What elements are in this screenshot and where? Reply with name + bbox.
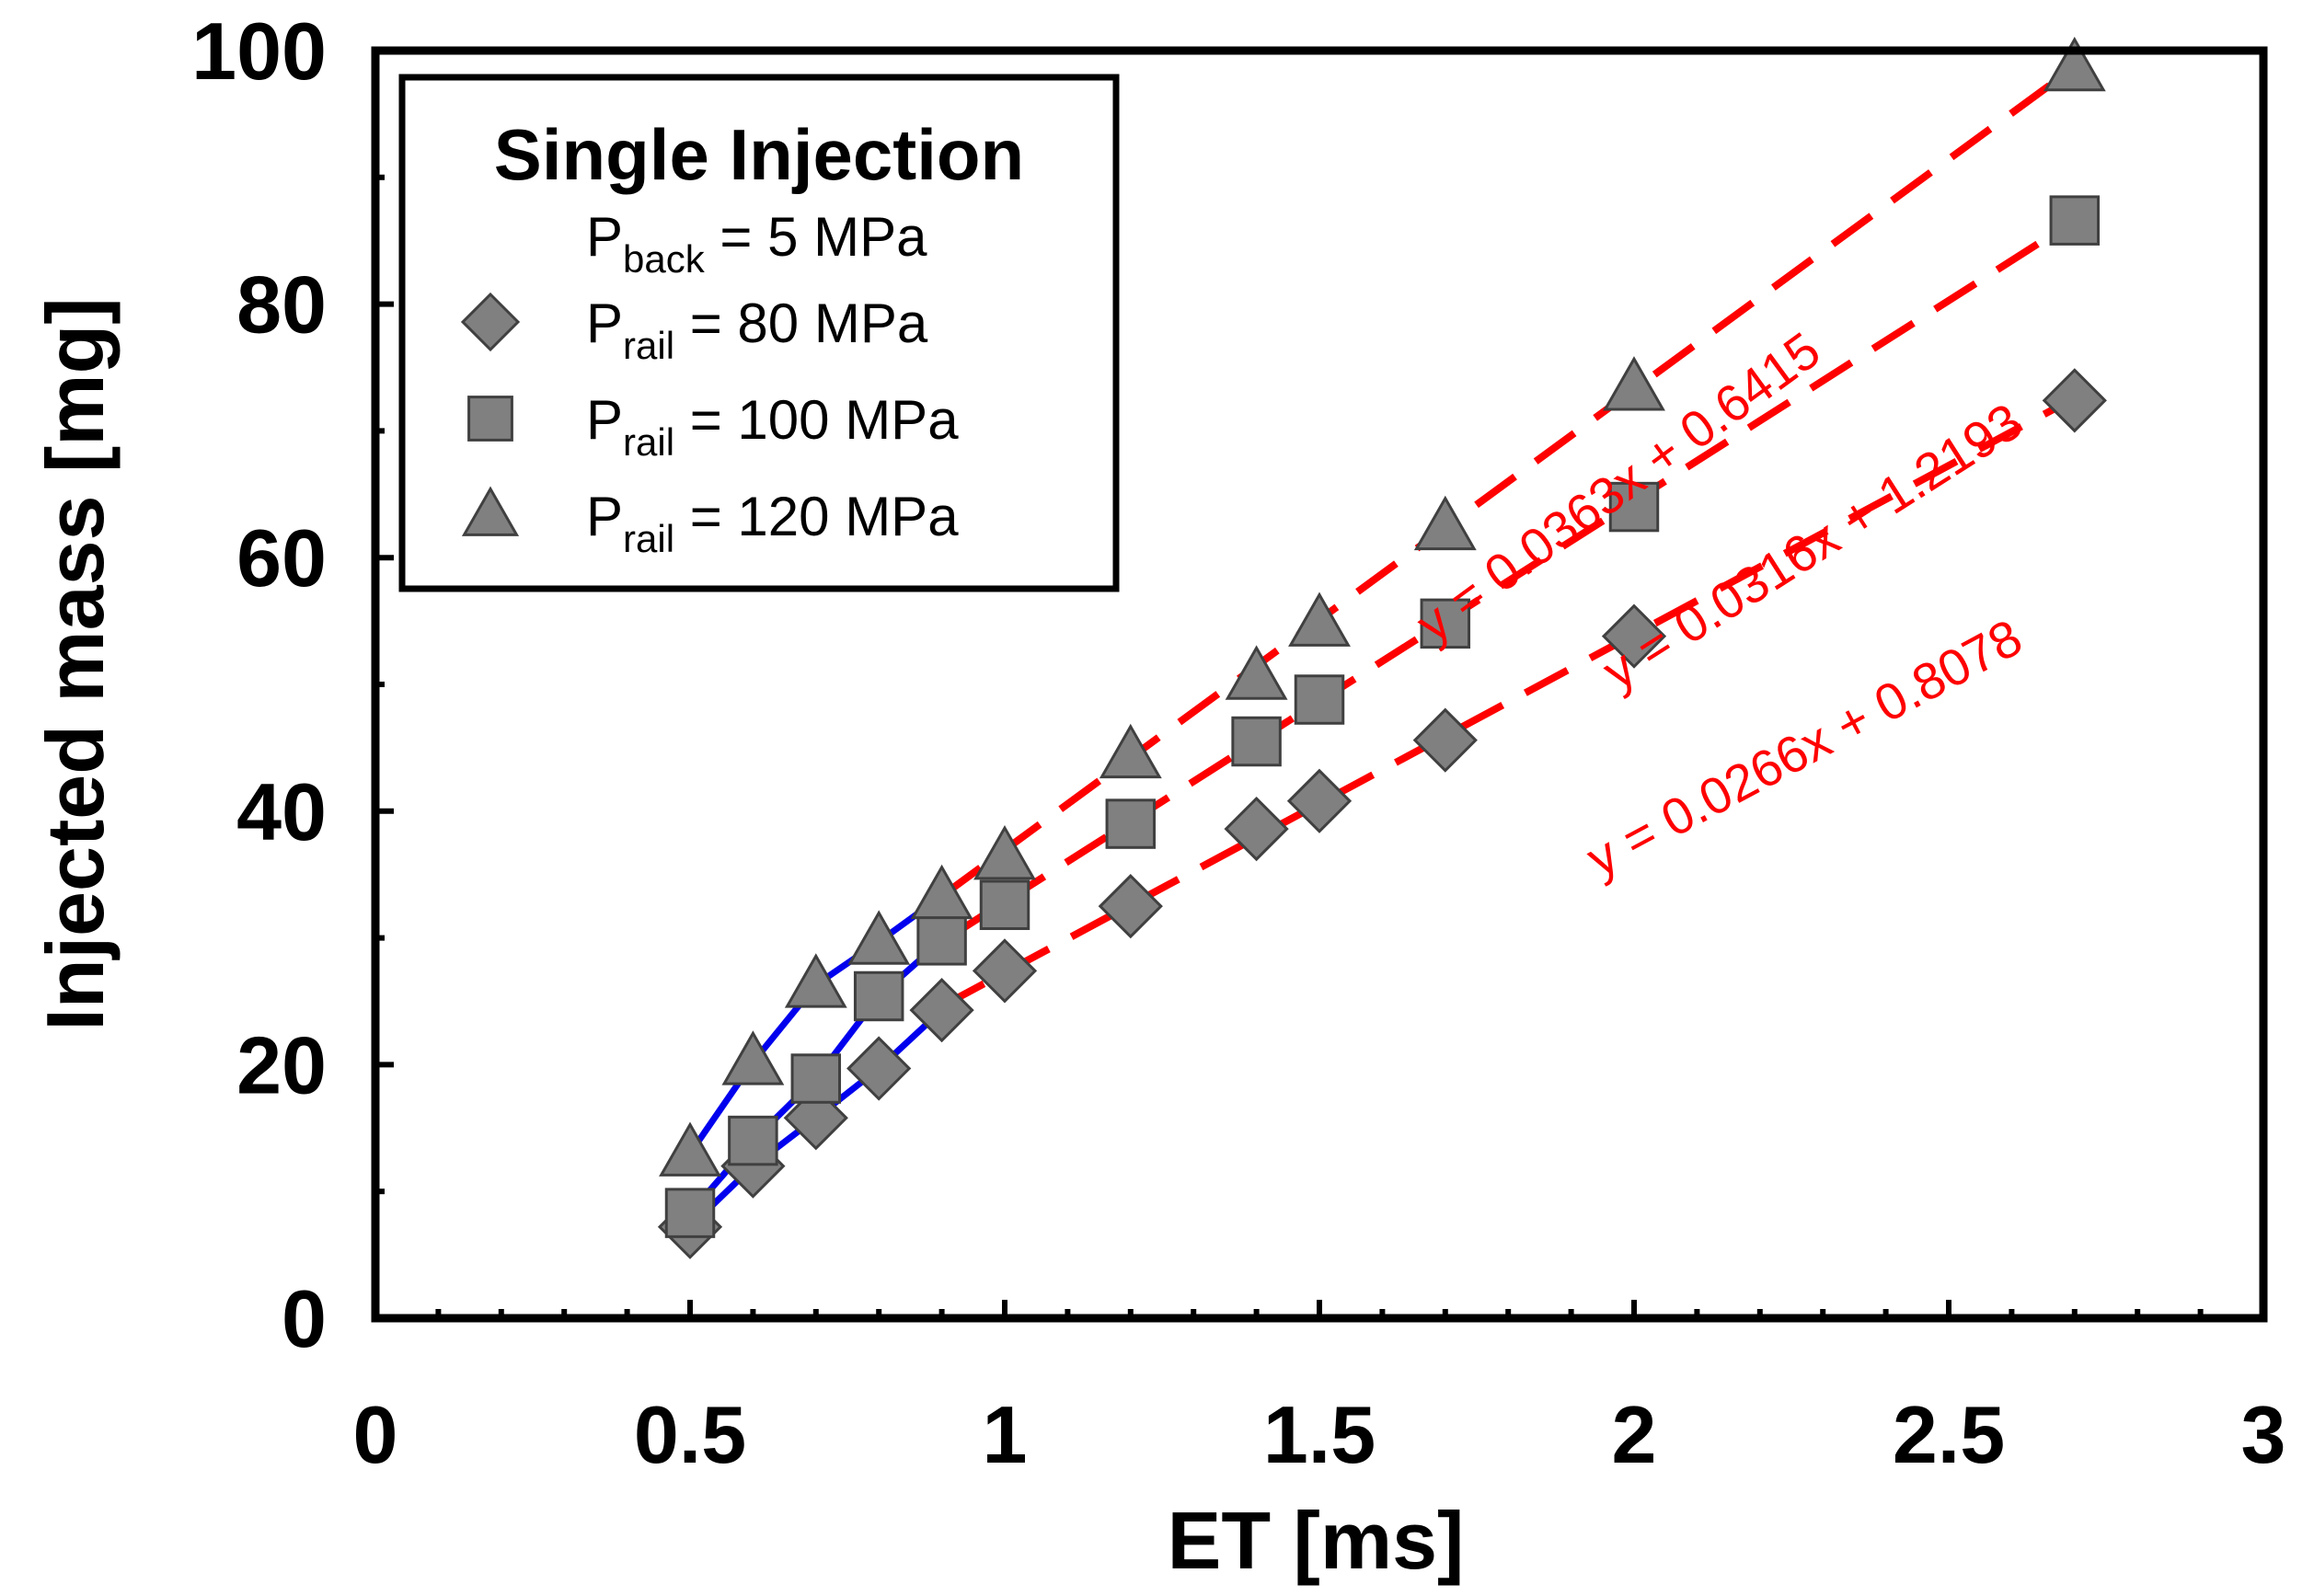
x-tick-label: 0.5	[634, 1389, 746, 1480]
plot-frame	[371, 46, 2268, 1323]
square-marker	[1420, 598, 1471, 649]
y-tick-labels: 0 20 40 60 80 100	[191, 6, 327, 1364]
triangle-marker	[2043, 36, 2106, 92]
legend-condition: Pback = 5 MPa	[586, 206, 927, 281]
square-marker	[790, 1053, 842, 1104]
diamond-marker	[1098, 874, 1163, 939]
x-axis-title: ET [ms]	[1168, 1495, 1465, 1586]
x-tick-label: 3	[2241, 1389, 2286, 1480]
y-tick-label: 80	[236, 259, 327, 350]
x-tick-label: 1.5	[1263, 1389, 1376, 1480]
fit-line	[939, 395, 2077, 1010]
diamond-marker	[846, 1036, 912, 1101]
diamond-marker	[1601, 603, 1667, 669]
triangle-marker	[1225, 645, 1288, 700]
triangle-marker	[1288, 591, 1351, 647]
data-markers	[657, 36, 2107, 1259]
square-marker	[1608, 481, 1660, 533]
square-marker	[728, 1115, 778, 1166]
y-tick-label: 60	[236, 512, 327, 603]
triangle-marker	[910, 864, 973, 920]
triangle-marker	[1603, 356, 1665, 411]
square-marker	[467, 396, 513, 442]
y-tick-label: 40	[236, 766, 327, 857]
x-tick-label: 2	[1612, 1389, 1657, 1480]
triangle-marker	[659, 1121, 721, 1177]
x-tick-label: 2.5	[1893, 1389, 2005, 1480]
square-marker	[664, 1188, 716, 1238]
legend-entry-label: Prail = 120 MPa	[586, 486, 959, 560]
legend: Single Injection Pback = 5 MPa Prail = 8…	[398, 74, 1120, 592]
triangle-marker	[1413, 495, 1477, 551]
square-marker	[853, 970, 904, 1022]
square-marker	[1105, 798, 1157, 849]
diamond-marker	[1224, 796, 1289, 862]
legend-title: Single Injection	[494, 114, 1024, 195]
diamond-marker	[1412, 707, 1478, 773]
diamond-marker	[909, 978, 974, 1043]
legend-entry-label: Prail = 100 MPa	[586, 389, 959, 464]
x-tick-label: 1	[983, 1389, 1028, 1480]
triangle-marker	[847, 910, 911, 965]
triangle-marker	[1099, 723, 1162, 779]
diamond-marker	[2042, 368, 2107, 433]
legend-entry-label: Prail = 80 MPa	[586, 293, 928, 367]
diamond-marker	[1286, 768, 1353, 833]
diamond-marker	[460, 292, 521, 352]
y-axis-title: Injected mass [mg]	[29, 297, 121, 1030]
y-tick-label: 100	[191, 6, 327, 97]
y-tick-label: 0	[282, 1273, 327, 1364]
square-marker	[2049, 195, 2101, 246]
x-tick-label: 0	[353, 1389, 398, 1480]
square-marker	[979, 879, 1030, 931]
legend-box	[398, 74, 1120, 592]
y-tick-label: 20	[236, 1019, 327, 1110]
square-marker	[1231, 716, 1282, 767]
diamond-marker	[972, 938, 1038, 1004]
square-marker	[1294, 674, 1345, 725]
triangle-marker	[973, 825, 1036, 880]
x-tick-labels: 0 0.5 1 1.5 2 2.5 3	[353, 1389, 2286, 1480]
legend-entries: Prail = 80 MPa Prail = 100 MPa Prail = 120…	[460, 292, 959, 560]
square-marker	[916, 915, 967, 966]
triangle-marker	[461, 486, 520, 536]
triangle-marker	[784, 953, 847, 1008]
triangle-marker	[721, 1030, 785, 1085]
